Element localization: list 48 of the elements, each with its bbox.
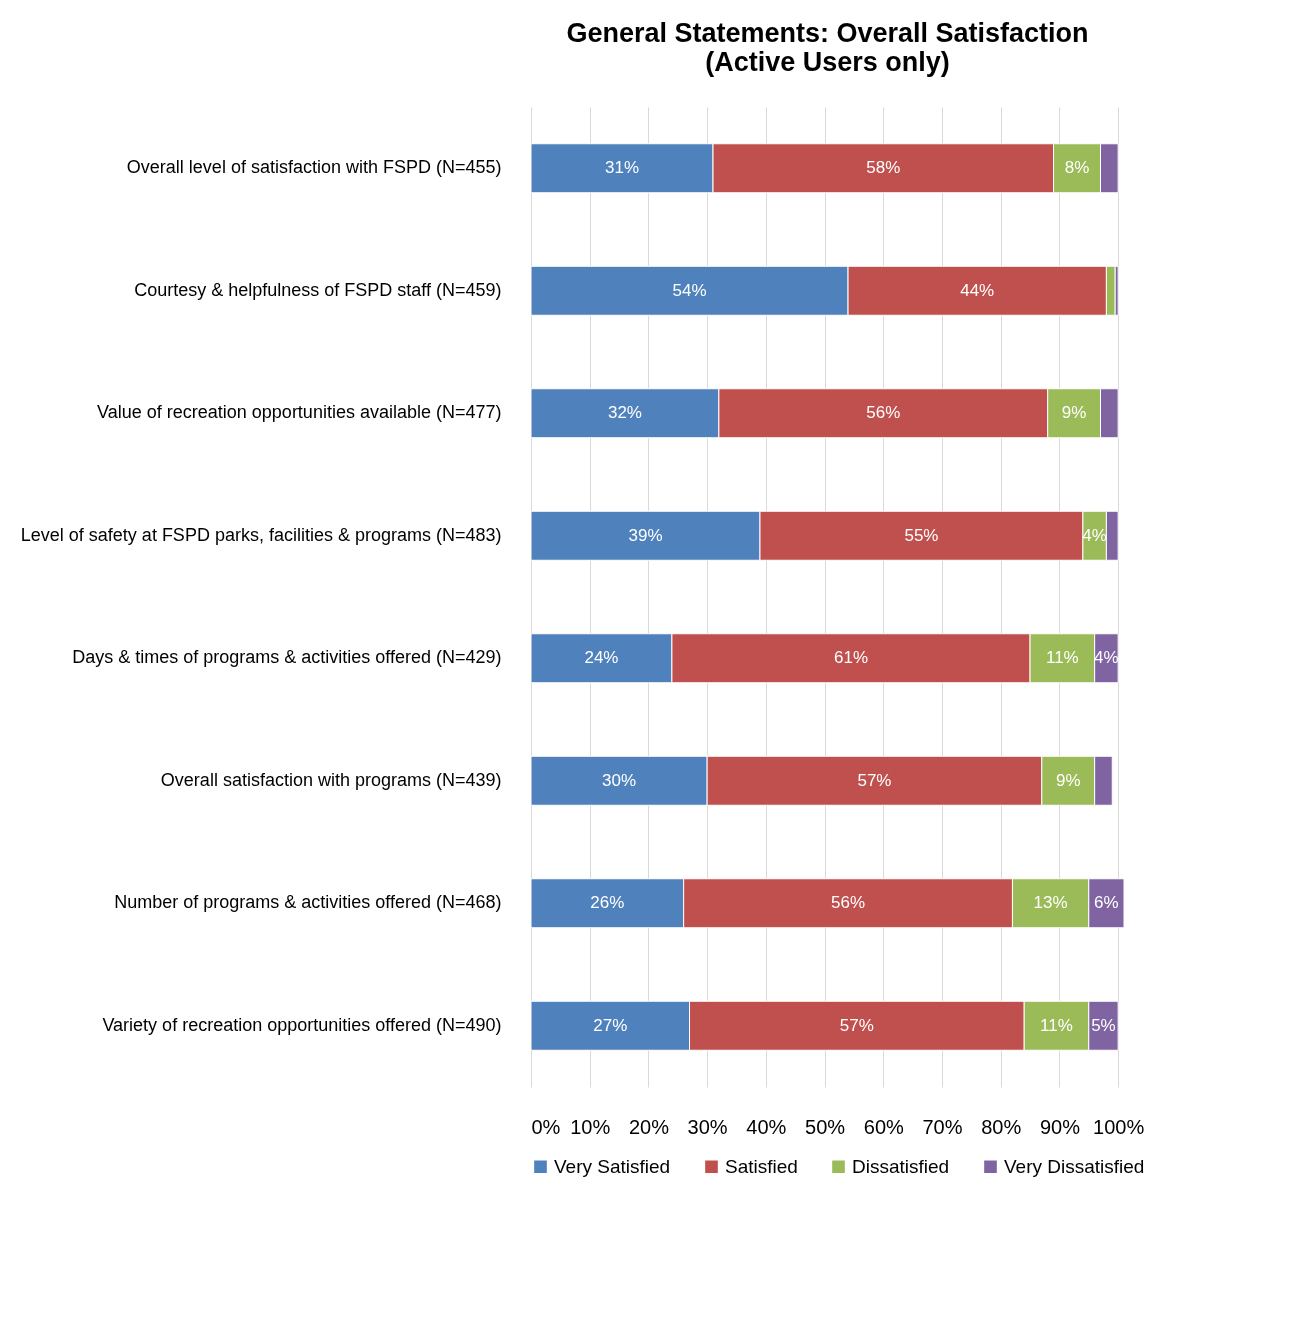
y-tick-label: Courtesy & helpfulness of FSPD staff (N=459): [134, 279, 502, 300]
data-label: 54%: [672, 280, 707, 300]
data-label: 57%: [839, 1015, 874, 1035]
data-label: 8%: [1064, 158, 1090, 178]
data-label: 56%: [831, 893, 866, 913]
y-tick-label: Overall satisfaction with programs (N=439): [160, 769, 502, 790]
legend-label: Dissatisfied: [852, 1155, 950, 1177]
data-label: 31%: [604, 158, 640, 178]
data-label: 26%: [590, 893, 625, 913]
data-label: 55%: [904, 525, 939, 545]
x-tick-label: 20%: [628, 1115, 670, 1138]
x-tick-label: 100%: [1093, 1115, 1145, 1138]
x-tick-label: 70%: [922, 1115, 963, 1138]
y-tick-label: Days & times of programs & activities offered (N=429): [72, 647, 502, 668]
data-label: 6%: [1094, 893, 1119, 913]
y-tick-label: Value of recreation opportunities available (N=477): [97, 402, 502, 423]
y-tick-label: Overall level of satisfaction with FSPD (N=455): [126, 157, 502, 178]
x-tick-label: 90%: [1039, 1115, 1081, 1138]
legend-label: Very Satisfied: [554, 1155, 671, 1177]
data-label: 9%: [1061, 403, 1087, 423]
data-label: 24%: [584, 648, 619, 668]
data-label: 56%: [866, 403, 901, 423]
y-tick-label: Level of safety at FSPD parks, facilities & programs (N=483): [20, 524, 502, 545]
chart-title: General Statements: Overall Satisfaction (Active Users only): [566, 18, 1089, 77]
data-label: 5%: [1091, 1015, 1116, 1035]
data-label: 9%: [1055, 770, 1081, 790]
data-label: 13%: [1033, 893, 1068, 913]
data-label: 44%: [960, 280, 995, 300]
x-tick-label: 10%: [570, 1115, 611, 1138]
x-tick-label: 0%: [531, 1115, 561, 1138]
data-label: 39%: [628, 525, 663, 545]
data-label: 58%: [866, 158, 901, 178]
data-label: 11%: [1045, 648, 1079, 668]
data-label: 57%: [857, 770, 892, 790]
data-label: 11%: [1040, 1015, 1073, 1035]
x-tick-label: 40%: [746, 1115, 787, 1138]
x-tick-label: 50%: [805, 1115, 846, 1138]
x-tick-label: 80%: [981, 1115, 1022, 1138]
y-tick-label: Number of programs & activities offered (N=468): [114, 892, 502, 913]
x-tick-label: 60%: [863, 1115, 905, 1138]
legend-label: Satisfied: [725, 1155, 798, 1177]
data-label: 32%: [607, 403, 642, 423]
data-label: 30%: [602, 770, 637, 790]
x-tick-label: 30%: [687, 1115, 728, 1138]
legend-label: Very Dissatisfied: [1004, 1155, 1145, 1177]
data-label: 61%: [833, 648, 868, 668]
y-tick-label: Variety of recreation opportunities offered (N=490): [102, 1014, 502, 1035]
data-label: 27%: [593, 1015, 628, 1035]
